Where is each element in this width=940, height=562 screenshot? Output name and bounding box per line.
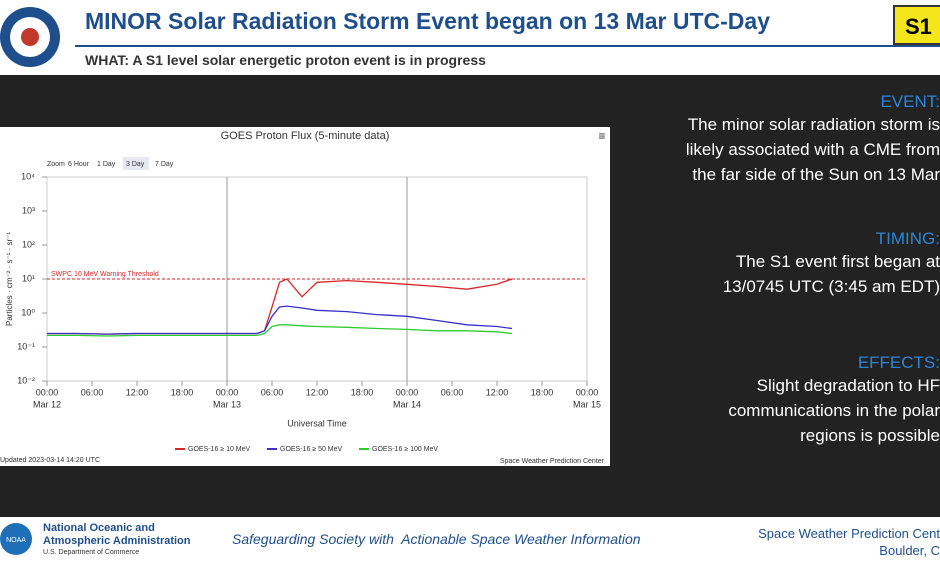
side-block: EFFECTS: Slight degradation to HF communic… bbox=[610, 353, 940, 448]
series-line bbox=[47, 324, 513, 337]
motto: Safeguarding Society with Actionable Spa… bbox=[232, 531, 641, 547]
y-axis-label: Particles · cm⁻² · s⁻¹ · sr⁻¹ bbox=[5, 232, 14, 326]
y-tick-label: 10² bbox=[22, 239, 35, 249]
side-text: The S1 event first began at bbox=[735, 252, 940, 271]
x-tick-label: 12:00 bbox=[486, 387, 509, 397]
header: MINOR Solar Radiation Storm Event began … bbox=[0, 0, 940, 75]
y-tick-label: 10⁰ bbox=[21, 307, 35, 317]
side-text: communications in the polar bbox=[728, 401, 940, 420]
scale-badge: S1 bbox=[893, 5, 940, 45]
zoom-label: Zoom bbox=[47, 161, 65, 168]
x-tick-label: 00:00 bbox=[36, 387, 59, 397]
side-block: EVENT: The minor solar radiation storm is… bbox=[610, 92, 940, 187]
x-axis-label: Universal Time bbox=[287, 418, 347, 428]
logo-text: NOAA bbox=[6, 537, 26, 544]
x-tick-label: 06:00 bbox=[261, 387, 284, 397]
zoom-button[interactable]: 7 Day bbox=[155, 161, 174, 168]
chart: GOES Proton Flux (5-minute data) ≡ Zoom 6 H… bbox=[0, 127, 610, 466]
zoom-button[interactable]: 3 Day bbox=[126, 161, 145, 168]
credit: Space Weather Prediction Center bbox=[500, 458, 605, 465]
center: Space Weather Prediction Cent Boulder, C bbox=[758, 525, 940, 559]
threshold-label: SWPC 10 MeV Warning Threshold bbox=[51, 271, 159, 278]
x-date-label: Mar 14 bbox=[393, 399, 421, 409]
side-block: TIMING: The S1 event first began at 13/074… bbox=[610, 229, 940, 299]
dept: U.S. Department of Commerce bbox=[43, 549, 140, 556]
y-tick-label: 10³ bbox=[22, 205, 35, 215]
side-heading: EFFECTS: bbox=[857, 353, 940, 372]
zoom-button[interactable]: 6 Hour bbox=[68, 161, 90, 168]
legend-label: GOES-16 ≥ 10 MeV bbox=[188, 446, 251, 453]
side-text: the far side of the Sun on 13 Mar bbox=[692, 165, 940, 184]
x-tick-label: 06:00 bbox=[81, 387, 104, 397]
side-text: 13/0745 UTC (3:45 am EDT) bbox=[722, 277, 940, 296]
x-tick-label: 18:00 bbox=[171, 387, 194, 397]
footer: NOAA National Oceanic and Atmospheric Adm… bbox=[0, 517, 940, 562]
org-line: Atmospheric Administration bbox=[43, 535, 191, 547]
legend-label: GOES-16 ≥ 50 MeV bbox=[280, 446, 343, 453]
y-tick-label: 10⁻¹ bbox=[17, 341, 35, 351]
x-tick-label: 00:00 bbox=[396, 387, 419, 397]
org-line: National Oceanic and bbox=[43, 522, 155, 534]
divider bbox=[75, 45, 940, 47]
chart-title: GOES Proton Flux (5-minute data) bbox=[221, 130, 390, 142]
x-tick-label: 00:00 bbox=[216, 387, 239, 397]
side-text: regions is possible bbox=[800, 426, 940, 445]
x-tick-label: 18:00 bbox=[351, 387, 374, 397]
x-tick-label: 12:00 bbox=[306, 387, 329, 397]
x-tick-label: 06:00 bbox=[441, 387, 464, 397]
y-tick-label: 10¹ bbox=[22, 273, 35, 283]
x-date-label: Mar 13 bbox=[213, 399, 241, 409]
side-heading: EVENT: bbox=[880, 92, 940, 111]
x-date-label: Mar 15 bbox=[573, 399, 601, 409]
zoom-button[interactable]: 1 Day bbox=[97, 161, 116, 168]
center-line: Space Weather Prediction Cent bbox=[758, 526, 940, 541]
org: National Oceanic and Atmospheric Administ… bbox=[43, 522, 191, 548]
updated: Updated 2023-03-14 14:20 UTC bbox=[0, 457, 100, 464]
x-tick-label: 12:00 bbox=[126, 387, 149, 397]
side-panel: EVENT: The minor solar radiation storm is… bbox=[610, 92, 940, 448]
x-date-label: Mar 12 bbox=[33, 399, 61, 409]
y-tick-label: 10⁴ bbox=[21, 171, 35, 181]
menu-button[interactable]: ≡ bbox=[598, 129, 605, 143]
zoom-active bbox=[123, 157, 149, 170]
y-tick-label: 10⁻² bbox=[17, 375, 35, 385]
side-heading: TIMING: bbox=[875, 229, 940, 248]
subtitle: WHAT: A S1 level solar energetic proton … bbox=[85, 52, 486, 68]
series-line bbox=[47, 305, 513, 335]
title: MINOR Solar Radiation Storm Event began … bbox=[85, 8, 770, 34]
side-text: likely associated with a CME from bbox=[685, 140, 940, 159]
x-tick-label: 18:00 bbox=[531, 387, 554, 397]
legend-label: GOES-16 ≥ 100 MeV bbox=[372, 446, 438, 453]
side-text: Slight degradation to HF bbox=[756, 376, 940, 395]
nws-logo bbox=[0, 7, 60, 67]
side-text: The minor solar radiation storm is bbox=[687, 115, 940, 134]
center-line: Boulder, C bbox=[879, 543, 940, 558]
noaa-logo: NOAA bbox=[0, 523, 32, 555]
x-tick-label: 00:00 bbox=[576, 387, 599, 397]
